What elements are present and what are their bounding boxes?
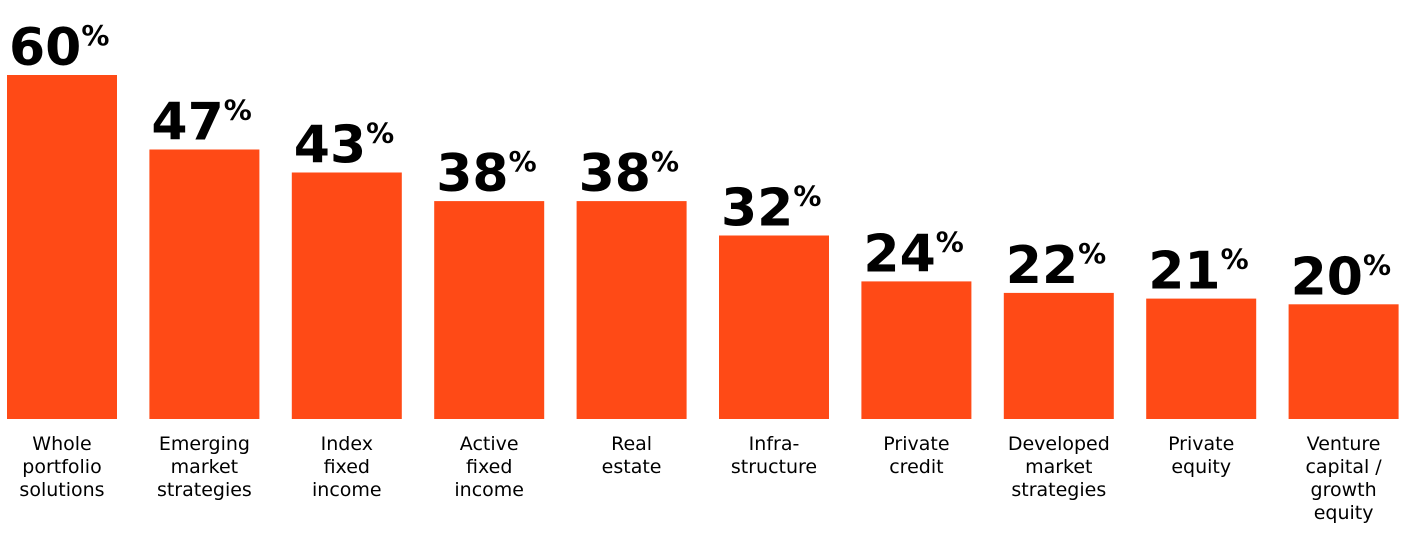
bar-2	[149, 149, 260, 419]
category-label-9: Private equity	[1168, 433, 1234, 478]
category-label-3: Index fixed income	[312, 433, 382, 501]
value-label-5: 38%	[579, 144, 679, 204]
category-labels-group: Whole portfolio solutions Emerging market str…	[19, 433, 1382, 524]
bar-8	[1003, 292, 1114, 419]
bar-4	[434, 201, 545, 419]
category-label-2: Emerging market strategies	[157, 433, 252, 501]
value-label-6: 32%	[721, 179, 821, 239]
bar-6	[719, 235, 829, 419]
value-label-3: 43%	[294, 116, 394, 176]
value-label-9: 21%	[1148, 242, 1248, 302]
bar-3	[291, 172, 402, 419]
bar-7	[861, 281, 972, 419]
category-label-7: Private credit	[883, 433, 949, 478]
value-label-4: 38%	[436, 144, 536, 204]
category-label-1: Whole portfolio solutions	[19, 433, 104, 501]
category-label-10: Venture capital / growth equity	[1305, 433, 1382, 524]
value-label-8: 22%	[1006, 236, 1106, 296]
value-labels-group: 60% 47% 43% 38% 38% 32% 24% 22% 21% 20%	[9, 18, 1391, 307]
value-label-2: 47%	[151, 93, 251, 153]
category-label-8: Developed market strategies	[1008, 433, 1110, 501]
value-label-7: 24%	[863, 224, 963, 284]
bar-10	[1288, 304, 1399, 419]
category-label-6: Infra-structure	[731, 433, 817, 478]
bar-9	[1146, 298, 1257, 419]
bars-group	[7, 75, 1399, 419]
category-label-5: Real estate	[602, 433, 662, 478]
bar-5	[576, 201, 687, 419]
category-label-4: Active fixed income	[454, 433, 524, 501]
value-label-1: 60%	[9, 18, 109, 78]
bar-1	[7, 75, 117, 419]
value-label-10: 20%	[1291, 247, 1391, 307]
